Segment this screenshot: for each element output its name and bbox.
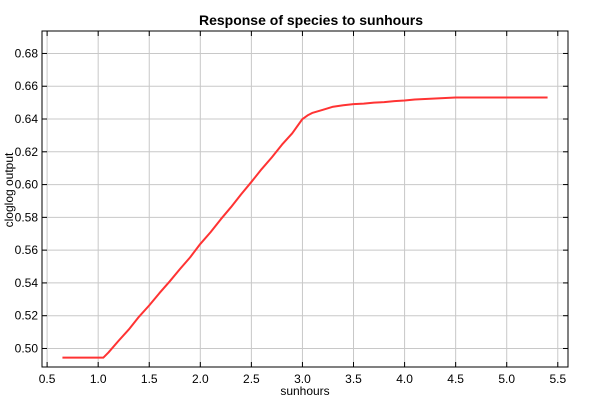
y-tick-label: 0.68 xyxy=(15,46,39,60)
x-tick-label: 4.0 xyxy=(396,372,413,386)
series-line xyxy=(62,96,548,359)
y-tick-label: 0.60 xyxy=(15,178,39,192)
x-tick-label: 0.5 xyxy=(39,372,56,386)
grid-layer xyxy=(42,31,568,367)
y-tick-label: 0.58 xyxy=(15,210,39,224)
x-tick-label: 1.5 xyxy=(141,372,158,386)
y-tick-label: 0.66 xyxy=(15,79,39,93)
x-axis-label: sunhours xyxy=(280,384,329,398)
plot-frame xyxy=(41,30,569,368)
tick-layer: 0.5 1.0 1.5 2.0 2.5 3.0 3.5 4.0 4.5 5.0 5.5 0.50 0.5… xyxy=(15,31,568,386)
y-tick-label: 0.52 xyxy=(15,309,39,323)
x-tick-label: 5.5 xyxy=(549,372,566,386)
y-tick-label: 0.50 xyxy=(15,341,39,355)
y-axis-label: cloglog output xyxy=(2,152,16,227)
chart-title: Response of species to sunhours xyxy=(199,12,423,28)
y-tick-label: 0.64 xyxy=(15,112,39,126)
x-tick-label: 3.0 xyxy=(294,372,311,386)
x-tick-label: 2.5 xyxy=(243,372,260,386)
x-tick-label: 3.5 xyxy=(345,372,362,386)
x-tick-label: 4.5 xyxy=(447,372,464,386)
y-tick-label: 0.62 xyxy=(15,145,39,159)
y-tick-label: 0.54 xyxy=(15,276,39,290)
y-tick-label: 0.56 xyxy=(15,243,39,257)
x-tick-label: 5.0 xyxy=(498,372,515,386)
series-layer xyxy=(62,96,548,359)
x-tick-label: 1.0 xyxy=(90,372,107,386)
x-tick-label: 2.0 xyxy=(192,372,209,386)
